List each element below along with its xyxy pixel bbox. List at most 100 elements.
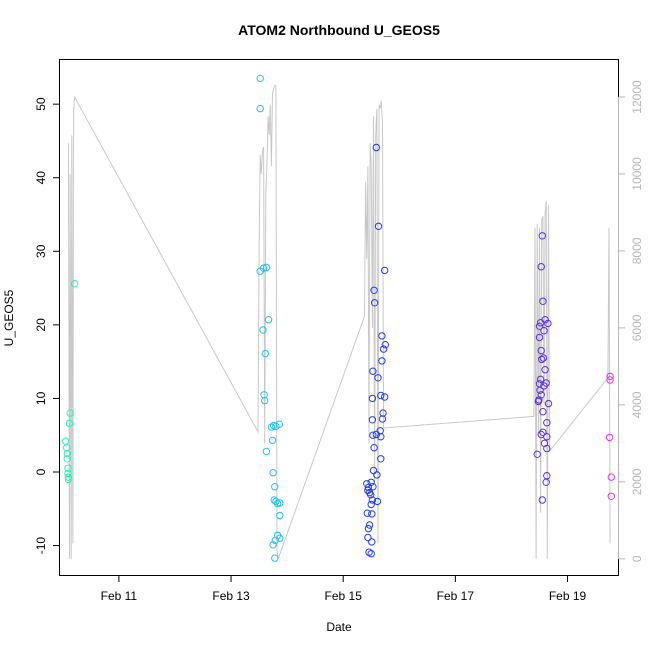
data-point — [378, 332, 386, 340]
data-point — [364, 533, 372, 542]
data-point — [377, 455, 385, 463]
data-point — [544, 399, 553, 408]
data-point — [369, 483, 377, 491]
data-point — [544, 319, 552, 328]
data-point — [367, 500, 375, 509]
x-axis: Feb 11 Feb 13 Feb 15 Feb 17 Feb 19 — [101, 575, 587, 603]
data-point — [262, 447, 271, 456]
data-point — [259, 264, 268, 272]
data-point — [372, 143, 380, 152]
data-point — [368, 510, 376, 518]
y2-tick-label: 10000 — [630, 157, 644, 191]
data-point — [367, 491, 375, 499]
data-point — [63, 449, 72, 458]
data-point — [373, 471, 381, 479]
y-tick-label: 40 — [34, 171, 48, 185]
y-tick-label: 50 — [34, 97, 48, 111]
y-tick-label: 0 — [34, 468, 48, 475]
data-point — [540, 327, 548, 335]
x-tick-label: Feb 11 — [101, 589, 138, 603]
data-point — [367, 550, 375, 558]
data-point — [539, 408, 547, 416]
data-point — [269, 469, 277, 477]
data-point — [378, 357, 386, 365]
data-point — [64, 473, 73, 481]
data-point — [535, 396, 543, 404]
data-point — [543, 444, 551, 453]
data-point — [368, 416, 377, 424]
data-point — [256, 104, 264, 113]
data-point — [65, 419, 74, 428]
x-axis-label: Date — [326, 620, 352, 634]
data-point — [537, 346, 545, 355]
x-tick-label: Feb 17 — [437, 589, 475, 603]
data-point — [268, 436, 277, 445]
data-point — [537, 263, 545, 271]
altitude-layer — [67, 84, 611, 559]
data-point — [256, 74, 264, 83]
data-point — [605, 433, 614, 442]
data-point — [536, 319, 545, 327]
y2-tick-label: 2000 — [630, 468, 644, 495]
data-point — [364, 483, 373, 492]
data-point — [271, 536, 279, 545]
altitude-line — [67, 84, 611, 559]
data-point — [370, 286, 378, 294]
data-point — [543, 433, 551, 441]
data-point — [368, 496, 377, 504]
data-point — [276, 499, 284, 507]
y2-tick-label: 0 — [630, 555, 644, 562]
y2-axis: 0 2000 4000 6000 8000 10000 12000 — [618, 80, 644, 562]
data-point — [379, 345, 388, 353]
data-point — [374, 374, 382, 382]
data-point — [540, 382, 548, 390]
data-point — [64, 475, 73, 484]
data-point — [536, 386, 544, 394]
data-point — [364, 524, 373, 533]
data-point — [261, 396, 269, 405]
data-point — [374, 222, 383, 231]
data-point — [64, 464, 72, 472]
data-point — [377, 433, 385, 441]
y-axis: -10 0 10 20 30 40 50 — [34, 97, 60, 554]
data-point — [271, 554, 279, 562]
data-point — [363, 509, 371, 517]
data-point — [369, 367, 377, 375]
data-point — [66, 409, 74, 417]
data-point — [373, 497, 382, 506]
chart-title: ATOM2 Northbound U_GEOS5 — [238, 22, 440, 38]
data-point — [535, 333, 544, 342]
y2-tick-label: 12000 — [630, 80, 644, 114]
data-point — [262, 263, 271, 272]
data-point — [369, 431, 377, 439]
data-point — [538, 232, 546, 240]
data-point — [538, 496, 546, 504]
data-point — [275, 420, 283, 428]
data-point — [70, 280, 79, 288]
data-point — [276, 511, 284, 520]
data-point — [539, 354, 548, 362]
data-point — [377, 391, 385, 400]
data-point — [533, 450, 541, 458]
data-point — [260, 391, 268, 399]
data-point — [370, 299, 379, 307]
data-point — [536, 375, 545, 383]
data-point — [543, 419, 551, 427]
data-point — [372, 430, 380, 439]
data-point — [381, 266, 389, 275]
y-tick-label: 30 — [34, 244, 48, 258]
data-point — [606, 372, 614, 381]
data-point — [261, 349, 269, 358]
data-point — [368, 538, 376, 546]
x-tick-label: Feb 13 — [212, 589, 250, 603]
data-point — [61, 437, 70, 445]
y2-tick-label: 4000 — [630, 391, 644, 418]
data-point — [264, 316, 273, 324]
data-point — [542, 478, 550, 486]
y2-tick-label: 6000 — [630, 314, 644, 341]
data-point — [381, 393, 389, 401]
data-point — [368, 394, 377, 403]
data-point — [539, 297, 547, 305]
y-tick-label: -10 — [34, 537, 48, 555]
